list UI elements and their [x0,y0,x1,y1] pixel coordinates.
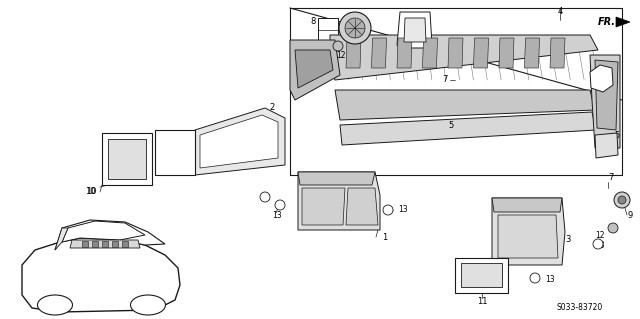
Polygon shape [595,133,618,158]
Text: 10: 10 [84,188,95,197]
Text: 7: 7 [608,174,613,182]
Polygon shape [92,241,98,247]
Text: S033-83720: S033-83720 [557,303,603,313]
Polygon shape [461,263,502,287]
Circle shape [614,192,630,208]
Polygon shape [525,38,540,68]
Text: FR.: FR. [598,17,616,27]
Polygon shape [82,241,88,247]
Text: 12: 12 [595,231,605,240]
Ellipse shape [131,295,166,315]
Polygon shape [492,198,565,265]
Circle shape [383,205,393,215]
Text: 13: 13 [272,211,282,219]
Polygon shape [22,237,180,312]
Ellipse shape [38,295,72,315]
Polygon shape [55,220,165,250]
Polygon shape [492,198,562,212]
Polygon shape [330,35,598,80]
Circle shape [608,223,618,233]
Polygon shape [290,40,340,100]
Polygon shape [455,258,508,293]
Text: 3: 3 [565,235,570,244]
Text: 10: 10 [86,188,96,197]
Polygon shape [371,38,387,68]
Polygon shape [55,228,68,250]
Polygon shape [195,108,285,175]
Text: 5: 5 [615,130,620,139]
Polygon shape [302,188,345,225]
Text: 9: 9 [628,211,633,219]
Polygon shape [295,50,333,88]
Polygon shape [422,38,438,68]
Circle shape [345,18,365,38]
Polygon shape [122,241,128,247]
Text: 6: 6 [612,78,618,86]
Text: 1: 1 [382,233,387,241]
Polygon shape [102,133,152,185]
Polygon shape [335,90,595,120]
Circle shape [260,192,270,202]
Polygon shape [340,112,596,145]
Circle shape [618,196,626,204]
Polygon shape [616,17,630,27]
Polygon shape [474,38,488,68]
Polygon shape [498,215,558,258]
Polygon shape [499,38,514,68]
Polygon shape [590,65,613,92]
Polygon shape [590,55,620,148]
Circle shape [275,200,285,210]
Polygon shape [112,241,118,247]
Polygon shape [102,241,108,247]
Polygon shape [108,139,146,179]
Circle shape [530,273,540,283]
Circle shape [333,41,343,51]
Text: 6: 6 [428,53,433,62]
Circle shape [339,12,371,44]
Polygon shape [346,188,378,225]
Polygon shape [346,38,361,68]
Polygon shape [397,12,432,48]
Text: 8: 8 [310,18,316,26]
Polygon shape [298,172,380,230]
Polygon shape [397,38,412,68]
Polygon shape [550,38,565,68]
Polygon shape [155,130,195,175]
Polygon shape [200,115,278,168]
Polygon shape [62,221,145,242]
Text: 12: 12 [336,50,346,60]
Text: 7: 7 [443,76,448,85]
Text: 5: 5 [449,121,454,130]
Polygon shape [70,240,140,248]
Text: 13: 13 [595,241,605,249]
Text: 13: 13 [398,205,408,214]
Text: 11: 11 [477,298,487,307]
Polygon shape [595,60,618,130]
Text: 13: 13 [545,276,555,285]
Text: 4: 4 [557,8,563,17]
Polygon shape [404,18,426,42]
Polygon shape [318,18,338,42]
Circle shape [593,239,603,249]
Polygon shape [448,38,463,68]
Polygon shape [298,172,375,185]
Text: 2: 2 [269,103,275,113]
